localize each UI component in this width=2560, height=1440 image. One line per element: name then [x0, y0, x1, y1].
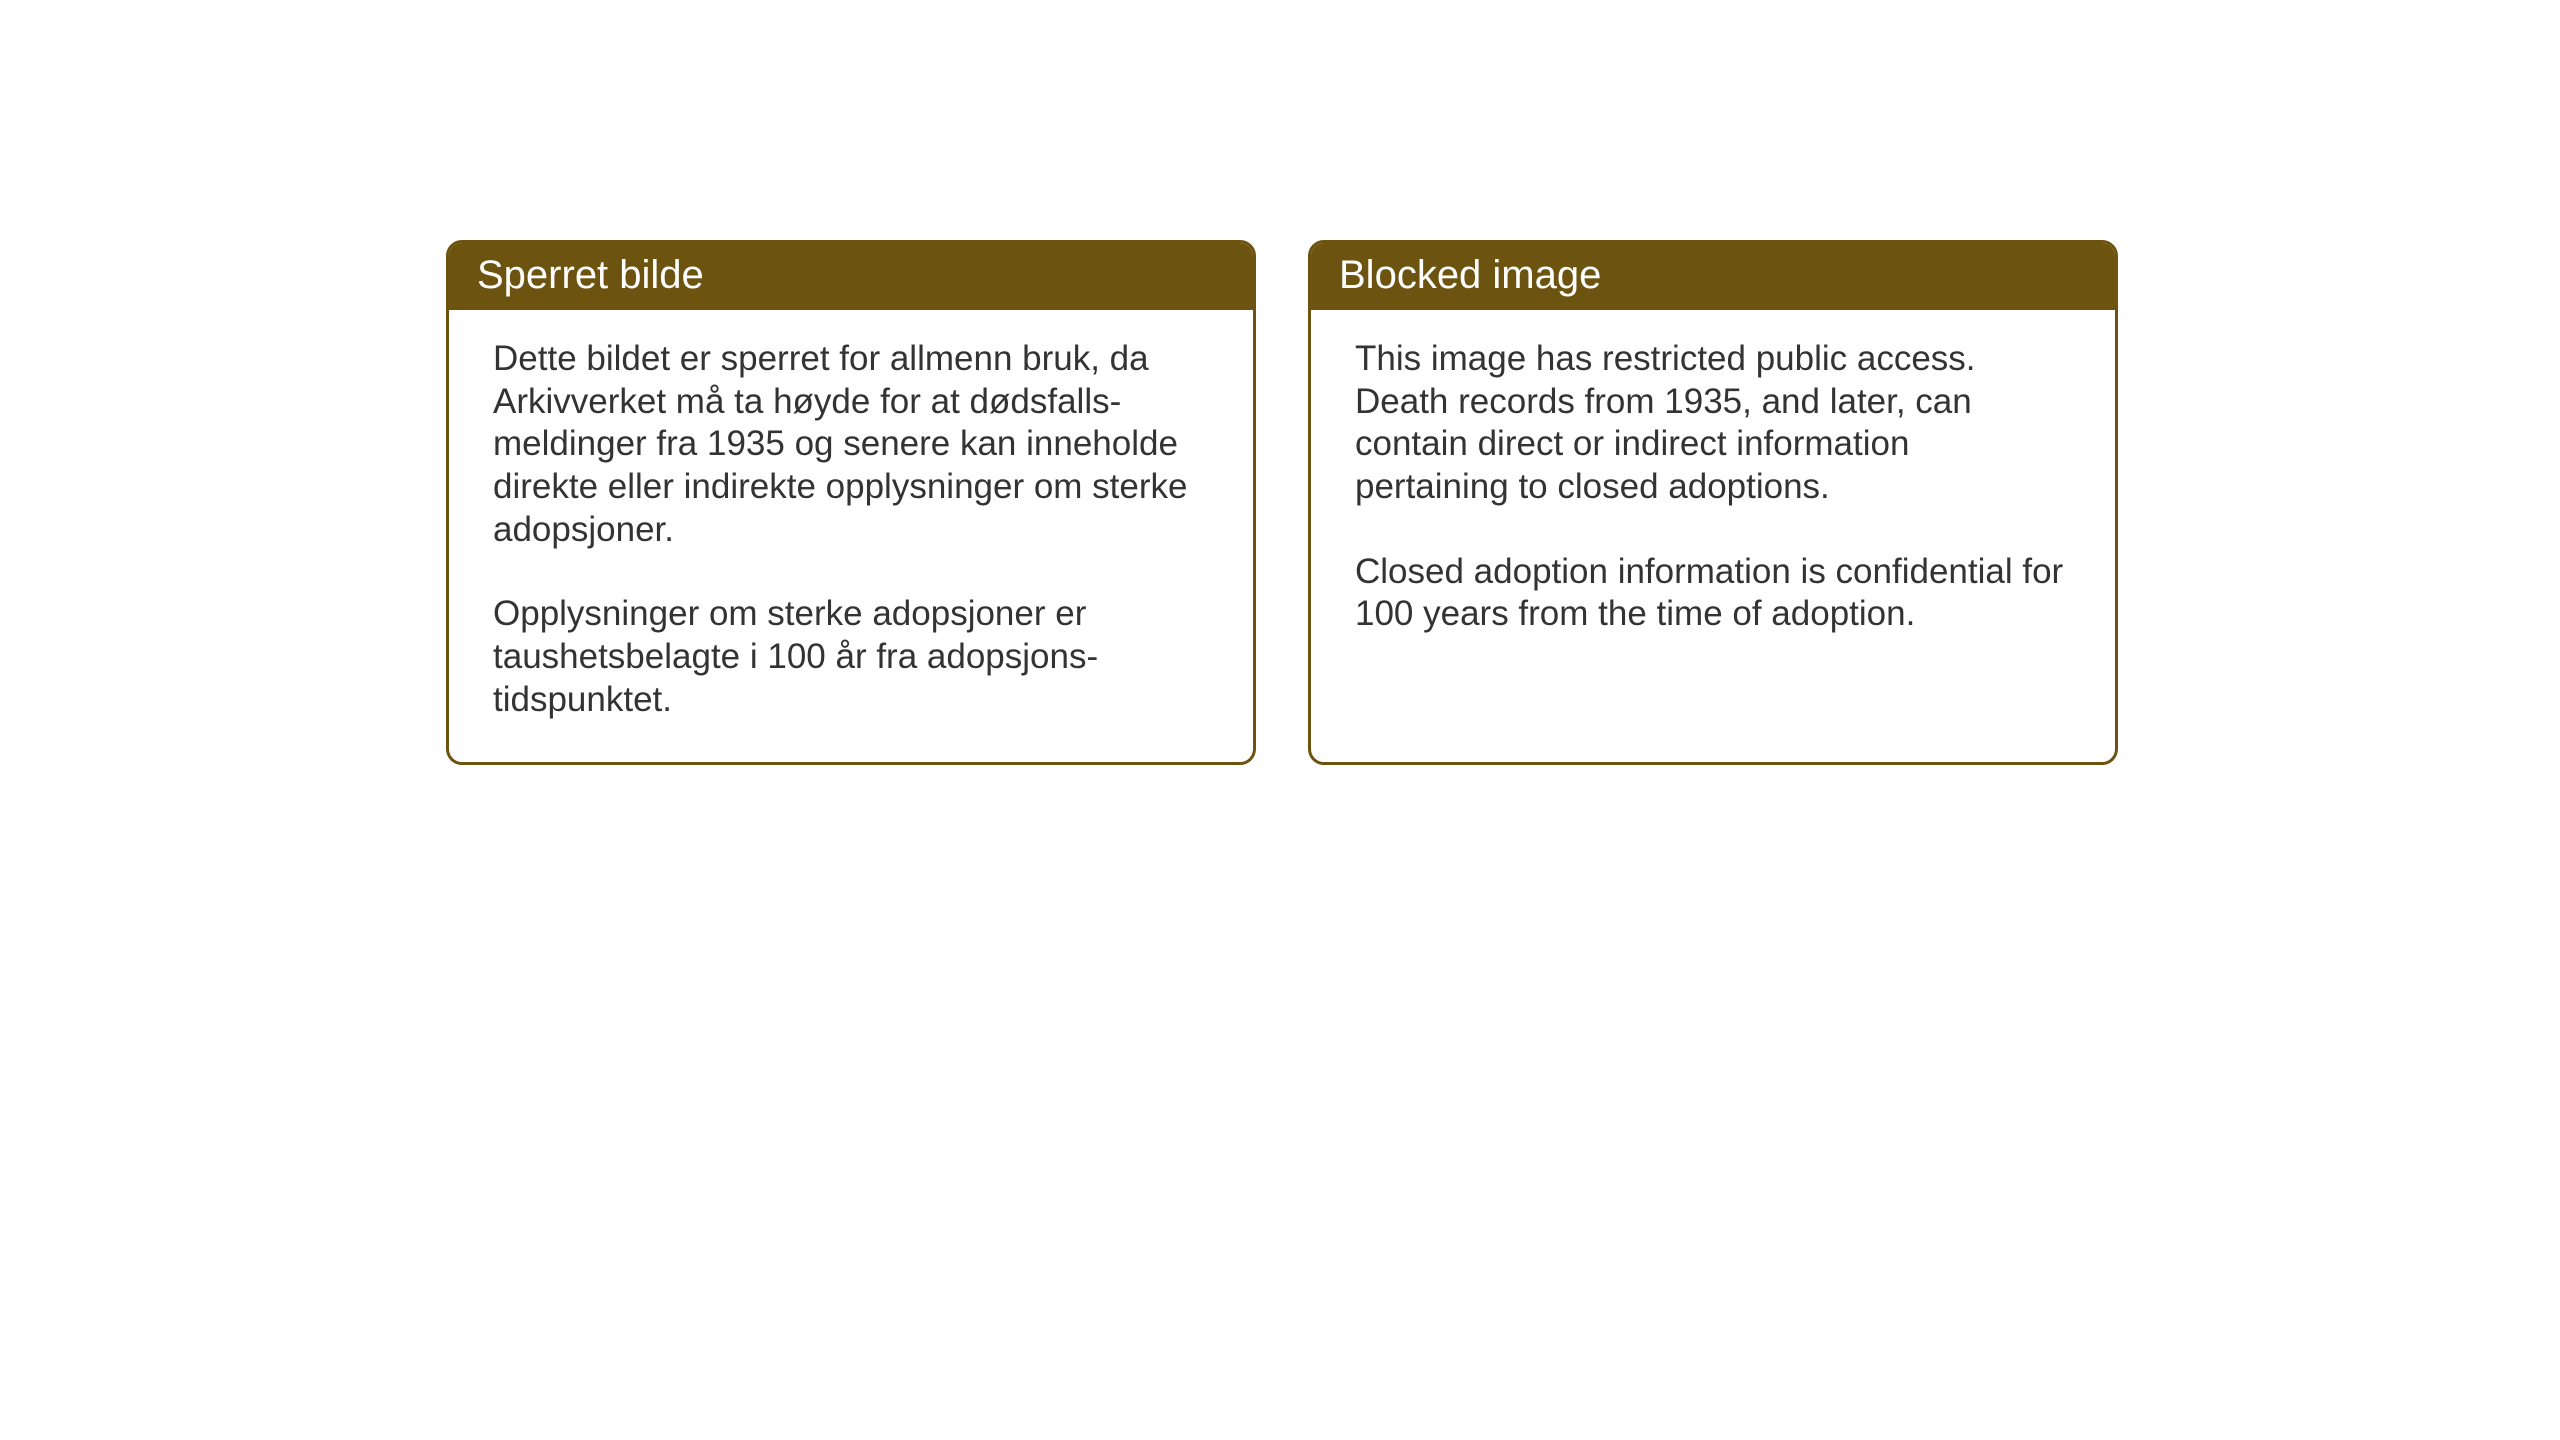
card-body-norwegian: Dette bildet er sperret for allmenn bruk…: [449, 310, 1253, 762]
card-header-norwegian: Sperret bilde: [449, 243, 1253, 310]
card-title-english: Blocked image: [1339, 253, 1601, 297]
card-paragraph-norwegian-1: Dette bildet er sperret for allmenn bruk…: [493, 338, 1209, 551]
card-paragraph-norwegian-2: Opplysninger om sterke adopsjoner er tau…: [493, 593, 1209, 721]
notice-card-english: Blocked image This image has restricted …: [1308, 240, 2118, 765]
notice-card-norwegian: Sperret bilde Dette bildet er sperret fo…: [446, 240, 1256, 765]
card-paragraph-english-2: Closed adoption information is confident…: [1355, 551, 2071, 636]
card-header-english: Blocked image: [1311, 243, 2115, 310]
card-paragraph-english-1: This image has restricted public access.…: [1355, 338, 2071, 509]
card-body-english: This image has restricted public access.…: [1311, 310, 2115, 676]
card-title-norwegian: Sperret bilde: [477, 253, 704, 297]
notice-container: Sperret bilde Dette bildet er sperret fo…: [446, 240, 2118, 765]
